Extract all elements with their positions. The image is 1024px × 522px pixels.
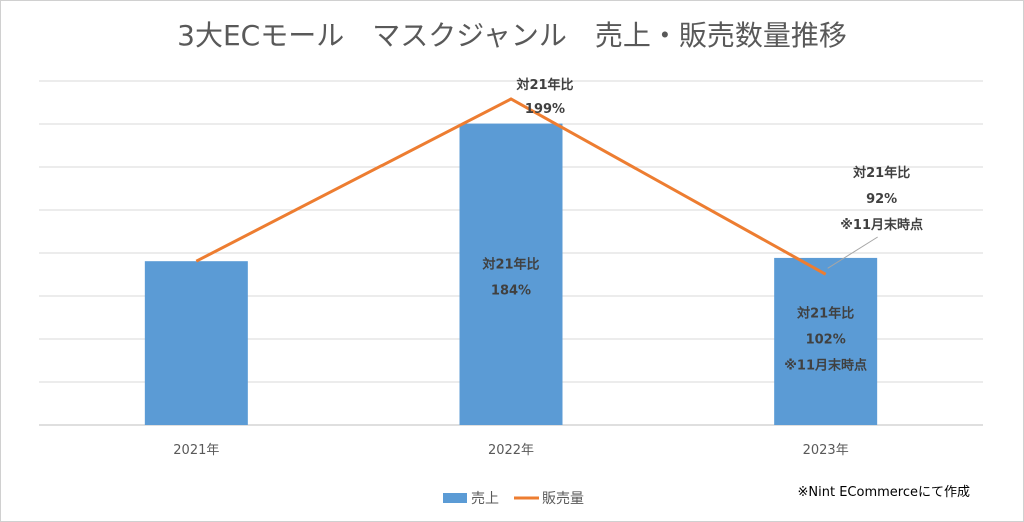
bar-data-label: 対21年比 xyxy=(481,256,539,272)
x-tick-label: 2021年 xyxy=(173,443,219,458)
x-tick-label: 2023年 xyxy=(803,443,849,458)
legend-label: 販売量 xyxy=(542,491,584,507)
line-data-label: 対21年比 xyxy=(852,165,910,181)
bar-data-label: 184% xyxy=(491,283,531,298)
x-axis-ticks: 2021年 2022年 2023年 xyxy=(173,443,848,458)
bar-series xyxy=(144,123,878,425)
line-data-label: ※11月末時点 xyxy=(840,217,923,233)
x-tick-label: 2022年 xyxy=(488,443,534,458)
bar-data-label: 対21年比 xyxy=(796,305,854,321)
source-note: ※Nint ECommerceにて作成 xyxy=(798,485,970,500)
legend: 売上 販売量 xyxy=(443,491,584,507)
bar-2023年 xyxy=(774,257,878,425)
line-data-label: 92% xyxy=(866,192,897,207)
legend-swatch-bar xyxy=(443,493,467,503)
line-販売量 xyxy=(195,97,827,276)
bar-2021年 xyxy=(144,261,248,425)
line-data-label: 対21年比 xyxy=(515,77,573,93)
leader-line xyxy=(827,236,878,269)
bar-data-label: 102% xyxy=(806,332,846,347)
line-data-label: 199% xyxy=(525,102,565,117)
chart-title: 3大ECモール マスクジャンル 売上・販売数量推移 xyxy=(177,19,847,52)
bar-2022年 xyxy=(459,123,563,425)
bar-data-label: ※11月末時点 xyxy=(784,357,867,373)
line-series xyxy=(195,97,827,276)
annotations: 対21年比184%対21年比102%※11月末時点対21年比199%対21年比9… xyxy=(481,77,923,373)
legend-label: 売上 xyxy=(471,491,499,507)
